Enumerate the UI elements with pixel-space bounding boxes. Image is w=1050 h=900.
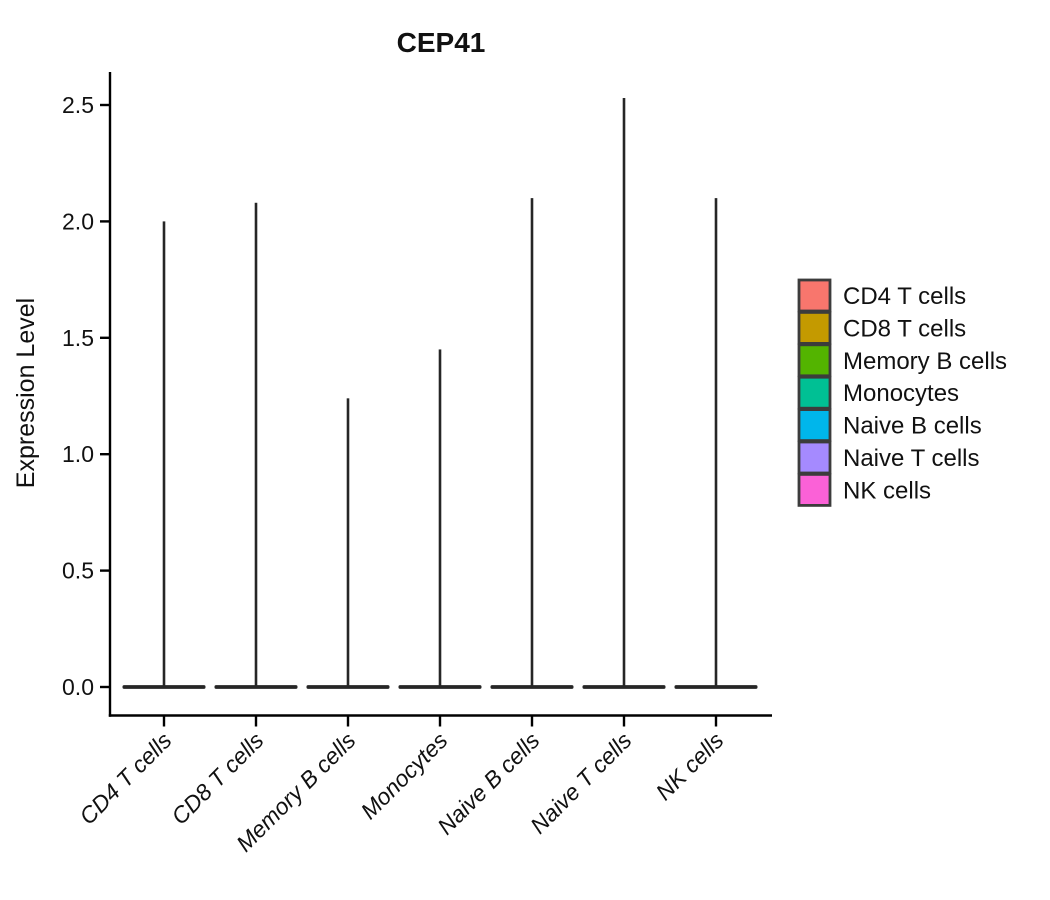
violin-spike-monocytes [438, 349, 442, 687]
y-axis-tick-label: 2.0 [62, 208, 94, 234]
legend-label-cd4-t-cells: CD4 T cells [843, 283, 966, 310]
x-axis-tick-label: Monocytes [356, 727, 453, 824]
legend-swatch-cd8-t-cells [797, 310, 832, 345]
y-axis-tick-label: 2.5 [62, 92, 94, 118]
violin-spike-naive-t-cells [622, 98, 626, 688]
legend-label-cd8-t-cells: CD8 T cells [843, 315, 966, 342]
violin-spike-memory-b-cells [346, 398, 350, 687]
x-axis-tick-label: NK cells [650, 727, 728, 805]
violin-spike-cd8-t-cells [254, 202, 258, 687]
y-axis-tick-label: 1.0 [62, 441, 94, 467]
legend-label-naive-t-cells: Naive T cells [843, 445, 980, 472]
legend-swatch-cd4-t-cells [797, 278, 832, 313]
legend-swatch-naive-t-cells [797, 440, 832, 475]
violin-spike-naive-b-cells [530, 198, 534, 687]
legend-swatch-naive-b-cells [797, 408, 832, 443]
x-axis-tick-label: CD4 T cells [74, 727, 177, 830]
violin-spike-nk-cells [714, 198, 718, 687]
chart-title: CEP41 [397, 27, 486, 58]
legend-label-nk-cells: NK cells [843, 477, 931, 504]
legend-label-naive-b-cells: Naive B cells [843, 413, 982, 440]
violin-spike-cd4-t-cells [162, 221, 166, 687]
y-axis-tick-label: 0.0 [62, 674, 94, 700]
y-axis-tick-label: 1.5 [62, 325, 94, 351]
y-axis-label: Expression Level [12, 298, 40, 488]
x-axis-tick-label: CD8 T cells [166, 727, 269, 830]
legend-swatch-nk-cells [797, 472, 832, 507]
y-axis-tick-label: 0.5 [62, 558, 94, 584]
legend-swatch-monocytes [797, 375, 832, 410]
legend-label-monocytes: Monocytes [843, 380, 959, 407]
legend-label-memory-b-cells: Memory B cells [843, 348, 1007, 375]
legend-swatch-memory-b-cells [797, 343, 832, 378]
